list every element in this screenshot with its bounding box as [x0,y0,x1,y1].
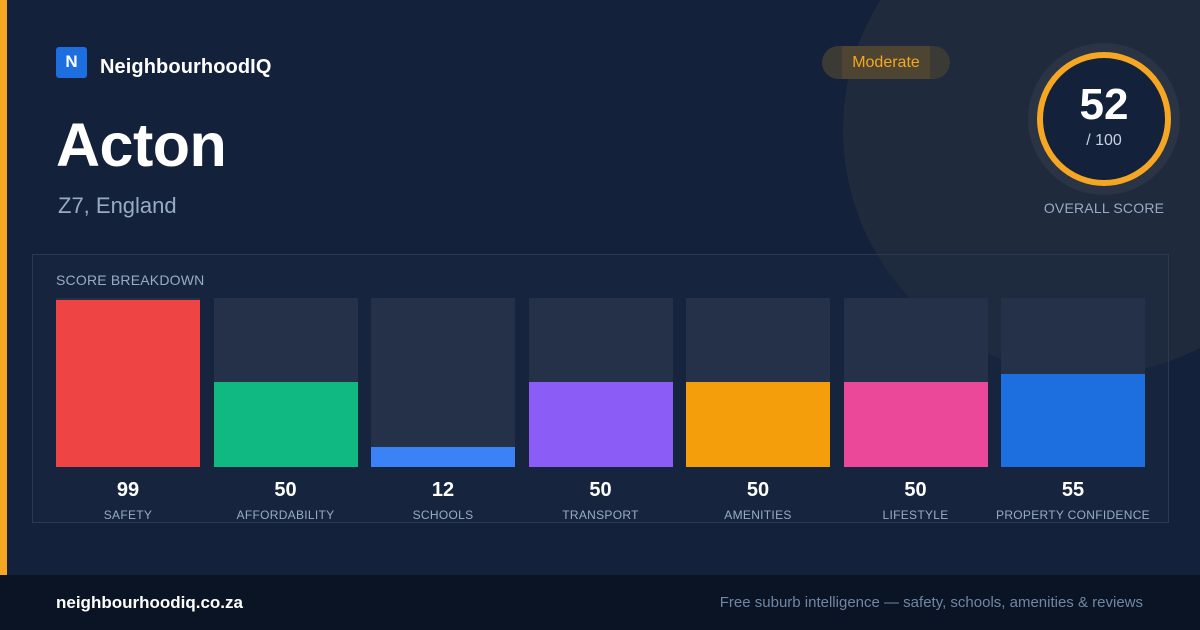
bar-track [528,298,673,467]
bar-label: SCHOOLS [412,508,474,522]
bar-fill [843,382,988,467]
score-bar-safety: 99 SAFETY [56,255,200,524]
bar-fill [686,382,830,467]
bar-value: 12 [431,479,455,501]
score-bar-affordability: 50 AFFORDABILITY [213,255,358,524]
score-ring-center [1039,54,1169,184]
score-bar-property-confidence: 55 PROPERTY CONFIDENCE [996,255,1150,524]
bar-track [686,298,830,467]
bar-fill [1001,374,1145,467]
rating-badge: Moderate [822,46,950,79]
overall-score-ring: 52 / 100 [1028,43,1180,195]
score-bar-transport: 50 TRANSPORT [528,255,673,524]
footer-tagline: Free suburb intelligence — safety, schoo… [719,594,1143,611]
brand-name: NeighbourhoodIQ [100,55,272,78]
bar-label: TRANSPORT [562,508,639,522]
overall-score-label: OVERALL SCORE [1043,200,1165,216]
bar-track [56,298,200,467]
bar-value: 50 [904,479,927,501]
breakdown-title: SCORE BREAKDOWN [56,272,205,288]
bar-fill [528,382,673,467]
score-breakdown-panel: SCORE BREAKDOWN 99 SAFETY 50 AFFORDABILITY 1… [32,254,1169,523]
bar-track [213,298,358,467]
bar-label: PROPERTY CONFIDENCE [996,508,1150,522]
score-ring-icon [1028,43,1180,195]
bar-label: AFFORDABILITY [236,508,335,522]
overall-score-max: / 100 [1086,132,1122,149]
brand: N NeighbourhoodIQ [56,46,271,78]
bar-track [1001,298,1145,467]
bar-fill [371,447,515,467]
footer: neighbourhoodiq.co.za Free suburb intell… [0,575,1200,630]
score-ring-arc [1037,52,1171,186]
bar-label: SAFETY [103,508,153,522]
score-bar-lifestyle: 50 LIFESTYLE [843,255,988,524]
bar-track [371,298,515,467]
bar-value: 50 [589,479,612,501]
bar-fill [56,300,200,467]
breakdown-bars: 99 SAFETY 50 AFFORDABILITY 12 SCHOOLS 50 TRANSP… [33,255,1170,524]
accent-bar [0,0,7,575]
bar-label: AMENITIES [724,508,792,522]
page-title: Acton [56,111,227,179]
rating-badge-highlight [842,46,930,79]
rating-badge-label: Moderate [852,53,920,71]
footer-url[interactable]: neighbourhoodiq.co.za [56,593,243,612]
bar-value: 99 [116,479,140,501]
bar-value: 50 [274,479,297,501]
brand-logo-icon: N [56,46,87,78]
bar-label: LIFESTYLE [882,508,949,522]
location-subtitle: Z7, England [58,193,177,218]
score-bar-amenities: 50 AMENITIES [686,255,830,524]
bar-value: 50 [746,479,770,501]
bar-value: 55 [1061,479,1085,501]
overall-score-value: 52 [1079,80,1129,129]
score-bar-schools: 12 SCHOOLS [371,255,515,524]
bar-fill [213,382,358,467]
bar-track [843,298,988,467]
share-card: N NeighbourhoodIQ Acton Z7, England Mode… [0,0,1200,575]
